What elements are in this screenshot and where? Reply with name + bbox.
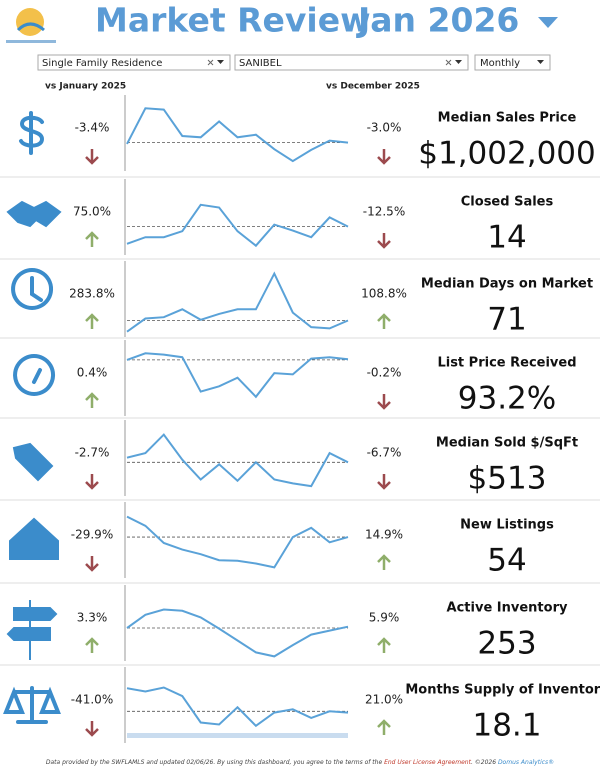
filters: Single Family Residence SANIBEL Monthly — [37, 54, 551, 71]
mom-change: -0.2% — [367, 366, 402, 380]
clear-icon[interactable] — [207, 59, 214, 66]
clear-icon[interactable] — [445, 59, 452, 66]
yoy-change: 75.0% — [73, 205, 111, 219]
metric-icon — [19, 111, 45, 155]
metric-row: -3.4% -3.0% Median Sales Price $1,002,000 — [19, 95, 596, 172]
filter-box[interactable] — [474, 54, 551, 71]
dropdown-icon[interactable] — [455, 60, 462, 64]
mom-arrow — [377, 719, 391, 735]
metric-label: Median Days on Market — [421, 277, 593, 292]
mom-arrow — [377, 474, 391, 490]
sparkline — [126, 107, 349, 163]
yoy-change: -3.4% — [75, 121, 110, 135]
brand: Domus Analytics® — [498, 759, 554, 766]
metric-value: 18.1 — [472, 708, 541, 744]
yoy-change: -29.9% — [71, 528, 113, 542]
metric-label: Median Sales Price — [438, 111, 577, 126]
yoy-arrow — [85, 637, 99, 653]
column-header: vs January 2025 — [45, 82, 126, 92]
mom-arrow — [377, 313, 391, 329]
metric-value: 93.2% — [458, 381, 556, 417]
yoy-change: 283.8% — [69, 287, 115, 301]
yoy-arrow — [85, 392, 99, 408]
footer-text: Data provided by the SWFLAMLS and update… — [46, 759, 384, 766]
period-dropdown[interactable] — [538, 17, 558, 28]
yoy-change: -2.7% — [75, 446, 110, 460]
yoy-arrow — [85, 721, 99, 737]
footer-text: . ©2026 — [471, 759, 498, 766]
mom-arrow — [377, 233, 391, 249]
mom-change: 108.8% — [361, 287, 407, 301]
metric-icon — [6, 600, 58, 660]
metric-row: 0.4% -0.2% List Price Received 93.2% — [0, 337, 600, 417]
mom-arrow — [377, 554, 391, 570]
metric-value: $1,002,000 — [418, 136, 596, 172]
metric-label: New Listings — [460, 518, 554, 533]
yoy-arrow — [85, 231, 99, 247]
filter-box[interactable] — [37, 54, 231, 71]
metric-row: 283.8% 108.8% Median Days on Market 71 — [0, 258, 600, 338]
scrollbar — [127, 733, 348, 738]
metric-label: Months Supply of Inventory — [405, 683, 600, 698]
metric-row: -41.0% 21.0%Months Supply of Inventory 18.… — [0, 664, 600, 744]
logo — [6, 8, 56, 43]
sparkline — [126, 352, 349, 399]
mom-change: 21.0% — [365, 693, 403, 707]
yoy-arrow — [85, 556, 99, 572]
period: Jan 2026 — [356, 1, 519, 40]
metric-value: 71 — [487, 302, 526, 338]
sparkline — [126, 515, 349, 569]
metric-row: -2.7% -6.7% Median Sold $/SqFt $513 — [0, 417, 600, 497]
metric-label: Closed Sales — [461, 195, 554, 210]
yoy-change: 0.4% — [77, 366, 108, 380]
title: Market Review — [95, 1, 371, 40]
metric-label: Active Inventory — [447, 601, 568, 616]
metric-value: 54 — [487, 543, 526, 579]
sparkline — [126, 203, 349, 248]
column-header: vs December 2025 — [326, 82, 420, 92]
metric-icon — [9, 517, 59, 560]
filter-text: Monthly — [480, 58, 520, 69]
metric-row: 75.0% -12.5% Closed Sales 14 — [0, 176, 600, 256]
mom-arrow — [377, 637, 391, 653]
metric-label: Median Sold $/SqFt — [436, 436, 578, 451]
filter-box[interactable] — [234, 54, 469, 71]
sparkline — [126, 608, 349, 658]
metric-icon — [6, 200, 62, 228]
mom-arrow — [377, 149, 391, 165]
metric-icon — [11, 268, 54, 310]
metric-value: 14 — [487, 220, 526, 256]
metric-value: 253 — [477, 626, 536, 662]
yoy-arrow — [85, 313, 99, 329]
yoy-change: -41.0% — [71, 693, 113, 707]
license-link[interactable]: End User License Agreement — [384, 759, 472, 766]
mom-change: -3.0% — [367, 121, 402, 135]
mom-change: 14.9% — [365, 528, 403, 542]
yoy-change: 3.3% — [77, 611, 108, 625]
mom-change: -12.5% — [363, 205, 405, 219]
yoy-arrow — [85, 474, 99, 490]
metric-label: List Price Received — [437, 356, 576, 371]
sparkline — [126, 271, 349, 333]
filter-text: SANIBEL — [239, 58, 282, 69]
filter-text: Single Family Residence — [42, 58, 162, 69]
sparkline — [126, 686, 349, 728]
footer: Data provided by the SWFLAMLS and update… — [46, 759, 554, 766]
dropdown-icon[interactable] — [537, 60, 544, 64]
metric-icon — [12, 442, 54, 482]
yoy-arrow — [85, 149, 99, 165]
metric-value: $513 — [468, 461, 547, 497]
sparkline — [126, 433, 349, 488]
mom-arrow — [377, 394, 391, 410]
rows: -3.4% -3.0% Median Sales Price $1,002,000 75… — [0, 95, 600, 744]
dropdown-icon[interactable] — [217, 60, 224, 64]
mom-change: 5.9% — [369, 611, 400, 625]
metric-row: -29.9% 14.9% New Listings 54 — [0, 499, 600, 579]
metric-icon — [3, 686, 61, 724]
metric-row: 3.3% 5.9% Active Inventory 253 — [0, 582, 600, 662]
mom-change: -6.7% — [367, 446, 402, 460]
metric-icon — [13, 354, 56, 396]
